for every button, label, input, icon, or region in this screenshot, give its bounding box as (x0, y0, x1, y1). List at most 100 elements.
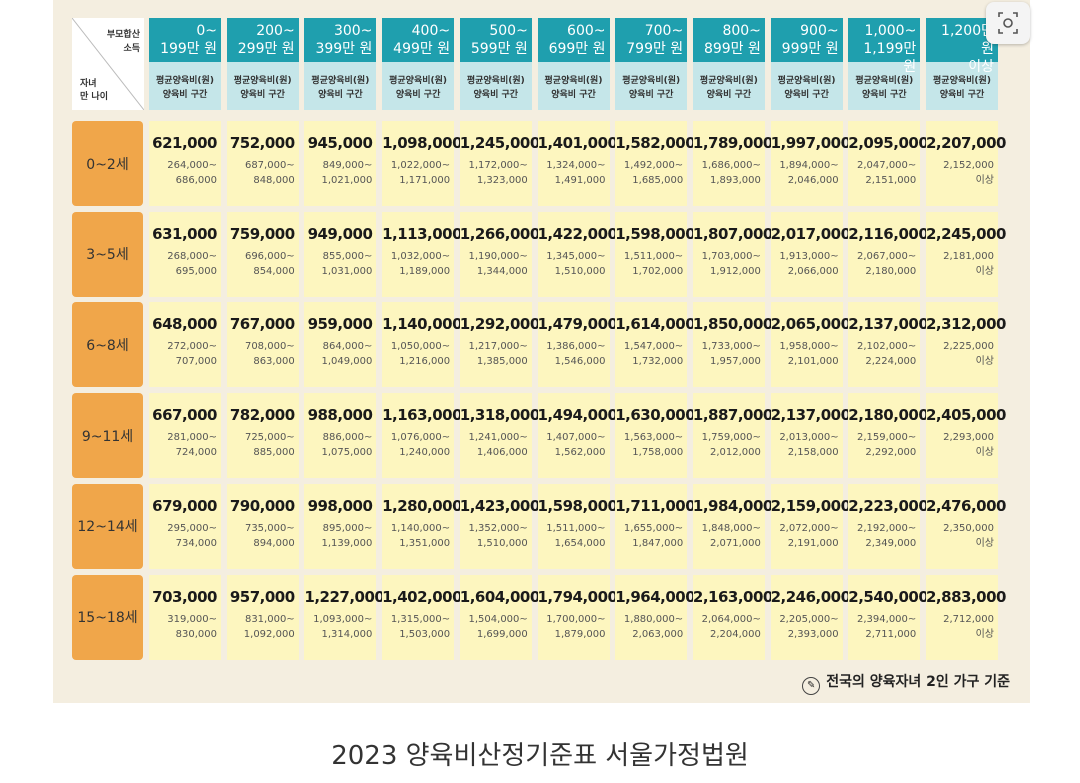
average-cost: 1,630,000 (615, 406, 696, 425)
cost-range-high: 2,101,000 (787, 356, 839, 368)
cost-range-low: 1,733,000~ (701, 341, 761, 353)
table-cell: 1,604,000 1,504,000~ 1,699,000 (459, 574, 540, 660)
cost-range-low: 1,563,000~ (623, 432, 684, 444)
column-sub-range: 양육비 구간 (395, 90, 441, 100)
cost-range: 1,050,000~ 1,216,000 (382, 339, 450, 369)
column-income-range: 400~ 499만 원 (382, 18, 455, 62)
cost-range-low: 831,000~ (244, 613, 295, 625)
cost-range-low: 1,345,000~ (546, 250, 606, 262)
column-sub-range: 양육비 구간 (318, 90, 363, 100)
average-cost: 2,116,000 (848, 224, 929, 243)
table-cell: 1,113,000 1,032,000~ 1,189,000 (382, 211, 463, 297)
cost-range-high: 1,893,000 (709, 175, 761, 186)
average-cost: 1,850,000 (692, 315, 773, 334)
average-cost: 1,113,000 (382, 224, 463, 243)
cost-range: 725,000~ 885,000 (227, 430, 295, 460)
table-cell: 2,883,000 2,712,000 이상 (926, 574, 1006, 660)
table-cell: 1,266,000 1,190,000~ 1,344,000 (459, 211, 540, 297)
table-cell: 767,000 708,000~ 863,000 (226, 302, 299, 388)
corner-income-label: 부모합산 소득 (107, 28, 140, 56)
cost-range-low: 1,140,000~ (390, 522, 451, 534)
column-sub-range: 양육비 구간 (551, 90, 596, 100)
table-cell: 759,000 696,000~ 854,000 (226, 211, 299, 297)
cost-range: 2,712,000 이상 (926, 612, 994, 642)
average-cost: 1,422,000 (537, 224, 618, 243)
cost-range-high: 1,685,000 (632, 175, 684, 186)
cost-range-high: 1,957,000 (709, 356, 761, 368)
average-cost: 648,000 (152, 315, 217, 334)
column-range-line2: 199만 원 (160, 41, 217, 57)
average-cost: 1,984,000 (692, 496, 773, 515)
average-cost: 2,017,000 (770, 224, 851, 243)
cost-range: 2,064,000~ 2,204,000 (693, 612, 761, 642)
table-cell: 998,000 895,000~ 1,139,000 (304, 483, 377, 569)
cost-range-low: 1,894,000~ (779, 160, 839, 171)
cost-range: 1,407,000~ 1,562,000 (538, 430, 606, 460)
column-range-line1: 200~ (256, 23, 295, 39)
column-sub-range: 양육비 구간 (162, 90, 208, 100)
average-cost: 679,000 (152, 496, 217, 515)
table-cell: 1,997,000 1,894,000~ 2,046,000 (770, 121, 851, 206)
cost-range-low: 2,102,000~ (857, 341, 917, 353)
cost-range-low: 272,000~ (167, 341, 217, 353)
table-cell: 2,065,000 1,958,000~ 2,101,000 (770, 302, 851, 388)
average-cost: 1,423,000 (459, 496, 540, 515)
table-cell: 782,000 725,000~ 885,000 (226, 393, 299, 479)
cost-range-high: 2,071,000 (709, 537, 761, 549)
average-cost: 2,137,000 (848, 315, 929, 334)
cost-range: 864,000~ 1,049,000 (304, 339, 372, 369)
cost-range: 1,190,000~ 1,344,000 (460, 249, 528, 279)
average-cost: 2,540,000 (848, 587, 929, 606)
cost-range-high: 2,393,000 (787, 628, 839, 640)
cost-range-low: 2,350,000 (943, 522, 994, 534)
cost-range: 1,894,000~ 2,046,000 (771, 158, 839, 188)
table-cell: 703,000 319,000~ 830,000 (149, 574, 221, 660)
cost-range-high: 885,000 (253, 447, 295, 459)
cost-range: 272,000~ 707,000 (149, 339, 217, 369)
cost-range: 2,013,000~ 2,158,000 (771, 430, 838, 460)
column-range-line2: 399만 원 (315, 41, 373, 57)
table-cell: 1,292,000 1,217,000~ 1,385,000 (459, 302, 540, 388)
average-cost: 1,598,000 (615, 224, 696, 243)
corner-income-line1: 부모합산 (106, 30, 140, 40)
average-cost: 1,807,000 (692, 224, 773, 243)
row-age-label: 12~14세 (72, 483, 143, 569)
cost-range-low: 2,064,000~ (701, 613, 761, 625)
cost-range-high: 1,385,000 (476, 356, 528, 368)
table-cell: 2,095,000 2,047,000~ 2,151,000 (848, 121, 929, 206)
table-cell: 2,476,000 2,350,000 이상 (926, 483, 1006, 569)
average-cost: 957,000 (229, 587, 295, 606)
cost-range-high: 2,349,000 (865, 537, 917, 549)
cost-range-low: 1,172,000~ (468, 160, 528, 171)
cost-range: 1,093,000~ 1,314,000 (304, 612, 372, 642)
cost-range-low: 1,407,000~ (546, 432, 606, 444)
average-cost: 959,000 (307, 315, 373, 334)
cost-range-low: 2,225,000 (943, 341, 994, 353)
column-sub-average: 평균양육비(원) (156, 76, 214, 86)
cost-range-low: 1,076,000~ (390, 432, 451, 444)
cost-range-low: 1,511,000~ (623, 250, 684, 262)
cost-range-low: 1,386,000~ (546, 341, 606, 353)
table-cell: 959,000 864,000~ 1,049,000 (304, 302, 377, 388)
column-header: 700~ 799만 원 평균양육비(원) 양육비 구간 (615, 18, 688, 110)
cost-range: 1,386,000~ 1,546,000 (538, 339, 606, 369)
table-cell: 1,794,000 1,700,000~ 1,879,000 (537, 574, 618, 660)
column-range-line2: 699만 원 (548, 41, 606, 57)
average-cost: 2,883,000 (926, 587, 1006, 606)
cost-range: 319,000~ 830,000 (149, 612, 217, 642)
average-cost: 782,000 (229, 406, 295, 425)
cost-range: 831,000~ 1,092,000 (227, 612, 295, 642)
cost-range-high: 830,000 (175, 628, 217, 640)
cost-range: 1,880,000~ 2,063,000 (615, 612, 683, 642)
cost-range: 1,492,000~ 1,685,000 (615, 158, 683, 188)
average-cost: 2,207,000 (926, 134, 1006, 152)
table-cell: 1,479,000 1,386,000~ 1,546,000 (537, 302, 618, 388)
column-subheader: 평균양육비(원) 양육비 구간 (692, 62, 765, 110)
column-subheader: 평균양육비(원) 양육비 구간 (615, 62, 688, 110)
cost-range-low: 886,000~ (322, 432, 373, 444)
average-cost: 2,065,000 (770, 315, 851, 334)
scan-text-button[interactable] (986, 2, 1030, 44)
table-cell: 1,423,000 1,352,000~ 1,510,000 (459, 483, 540, 569)
cost-range-high: 1,021,000 (321, 175, 373, 186)
column-sub-average: 평균양육비(원) (777, 76, 836, 86)
